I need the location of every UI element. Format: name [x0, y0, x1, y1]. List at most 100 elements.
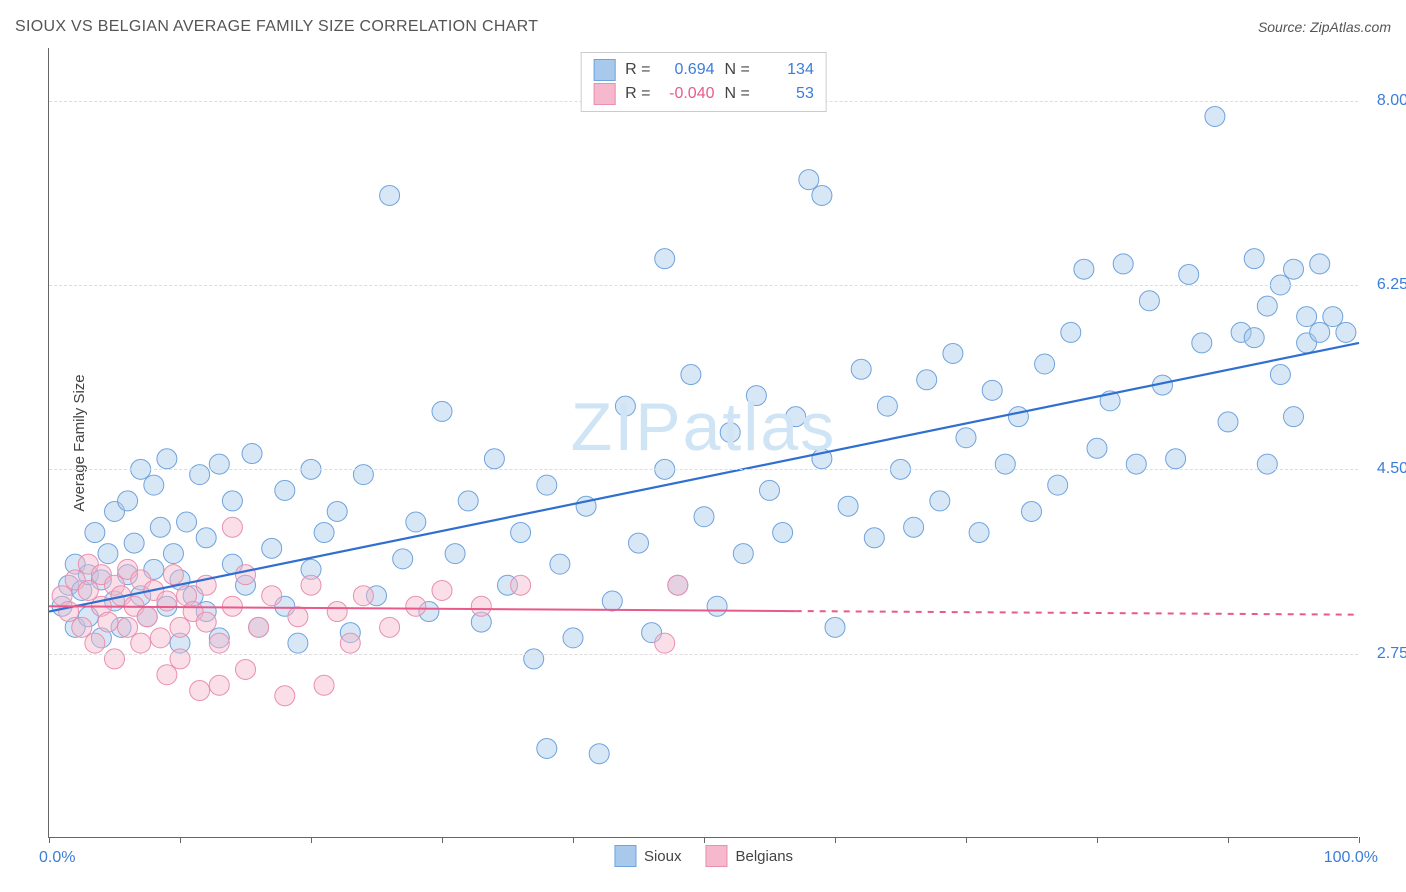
x-axis-min-label: 0.0% [39, 849, 75, 867]
data-point [406, 512, 426, 532]
data-point [1270, 365, 1290, 385]
data-point [1008, 407, 1028, 427]
data-point [249, 617, 269, 637]
swatch-belgians-bottom [705, 845, 727, 867]
data-point [1257, 296, 1277, 316]
data-point [1284, 407, 1304, 427]
data-point [222, 596, 242, 616]
data-point [353, 586, 373, 606]
data-point [1310, 254, 1330, 274]
data-point [144, 475, 164, 495]
data-point [314, 523, 334, 543]
data-point [236, 659, 256, 679]
data-point [799, 170, 819, 190]
data-point [995, 454, 1015, 474]
data-point [904, 517, 924, 537]
data-point [524, 649, 544, 669]
data-point [812, 185, 832, 205]
data-point [78, 580, 98, 600]
legend-n-belgians: 53 [760, 85, 814, 103]
data-point [1323, 307, 1343, 327]
chart-title: SIOUX VS BELGIAN AVERAGE FAMILY SIZE COR… [15, 18, 538, 36]
chart-header: SIOUX VS BELGIAN AVERAGE FAMILY SIZE COR… [15, 18, 1391, 36]
data-point [1336, 322, 1356, 342]
legend-stats-row-sioux: R = 0.694 N = 134 [593, 59, 814, 81]
legend-n-sioux: 134 [760, 61, 814, 79]
data-point [314, 675, 334, 695]
data-point [458, 491, 478, 511]
data-point [59, 602, 79, 622]
data-point [380, 617, 400, 637]
data-point [242, 444, 262, 464]
data-point [838, 496, 858, 516]
data-point [1139, 291, 1159, 311]
data-point [157, 449, 177, 469]
data-point [615, 396, 635, 416]
data-point [105, 649, 125, 669]
data-point [196, 612, 216, 632]
data-point [629, 533, 649, 553]
gridline [49, 469, 1358, 470]
x-tick [1359, 837, 1360, 843]
data-point [150, 628, 170, 648]
data-point [877, 396, 897, 416]
data-point [1074, 259, 1094, 279]
data-point [655, 249, 675, 269]
data-point [98, 544, 118, 564]
data-point [1061, 322, 1081, 342]
data-point [190, 681, 210, 701]
data-point [209, 454, 229, 474]
data-point [655, 633, 675, 653]
chart-source: Source: ZipAtlas.com [1258, 19, 1391, 35]
data-point [406, 596, 426, 616]
data-point [131, 633, 151, 653]
data-point [484, 449, 504, 469]
data-point [956, 428, 976, 448]
data-point [118, 491, 138, 511]
legend-r-label-2: R = [625, 85, 650, 103]
data-point [930, 491, 950, 511]
data-point [163, 565, 183, 585]
data-point [511, 575, 531, 595]
data-point [563, 628, 583, 648]
data-point [851, 359, 871, 379]
data-point [760, 480, 780, 500]
x-tick [573, 837, 574, 843]
y-tick-label: 4.50 [1377, 460, 1406, 478]
x-tick [835, 837, 836, 843]
swatch-sioux-bottom [614, 845, 636, 867]
data-point [1035, 354, 1055, 374]
data-point [943, 343, 963, 363]
regression-line [49, 343, 1359, 612]
data-point [137, 607, 157, 627]
data-point [864, 528, 884, 548]
y-tick-label: 6.25 [1377, 276, 1406, 294]
data-point [353, 465, 373, 485]
data-point [196, 528, 216, 548]
data-point [1179, 264, 1199, 284]
data-point [1310, 322, 1330, 342]
data-point [668, 575, 688, 595]
data-point [157, 665, 177, 685]
legend-r-sioux: 0.694 [661, 61, 715, 79]
legend-item-belgians: Belgians [705, 845, 793, 867]
data-point [694, 507, 714, 527]
legend-stats: R = 0.694 N = 134 R = -0.040 N = 53 [580, 52, 827, 112]
data-point [85, 523, 105, 543]
x-tick [311, 837, 312, 843]
data-point [170, 617, 190, 637]
swatch-sioux [593, 59, 615, 81]
data-point [1022, 501, 1042, 521]
data-point [327, 602, 347, 622]
x-tick [1228, 837, 1229, 843]
data-point [222, 491, 242, 511]
data-point [72, 617, 92, 637]
legend-stats-row-belgians: R = -0.040 N = 53 [593, 83, 814, 105]
data-point [209, 633, 229, 653]
data-point [432, 580, 452, 600]
data-point [511, 523, 531, 543]
data-point [1205, 106, 1225, 126]
data-point [393, 549, 413, 569]
data-point [262, 538, 282, 558]
data-point [236, 565, 256, 585]
